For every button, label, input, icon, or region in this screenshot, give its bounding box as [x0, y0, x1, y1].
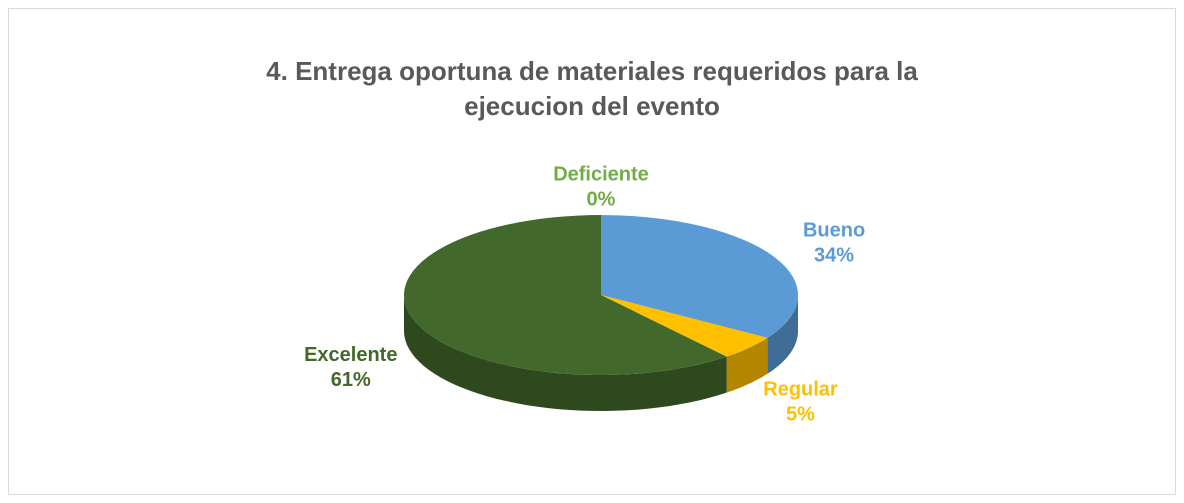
slice-label: Excelente — [304, 344, 397, 366]
slice-label: Bueno — [803, 219, 865, 241]
slice-value-label: 0% — [587, 188, 616, 210]
slice-label: Deficiente — [553, 163, 649, 185]
chart-title: 4. Entrega oportuna de materiales requer… — [266, 56, 918, 86]
slice-side — [767, 295, 798, 374]
slice-side — [726, 337, 768, 393]
slice — [601, 215, 798, 338]
slice-value-label: 61% — [331, 369, 371, 391]
slice — [601, 295, 768, 357]
slice-label: Regular — [763, 379, 838, 401]
chart-title: ejecucion del evento — [464, 91, 720, 121]
slice-value-label: 5% — [786, 404, 815, 426]
slice — [403, 215, 727, 375]
slice-value-label: 34% — [814, 244, 854, 266]
slice-side — [404, 295, 727, 411]
